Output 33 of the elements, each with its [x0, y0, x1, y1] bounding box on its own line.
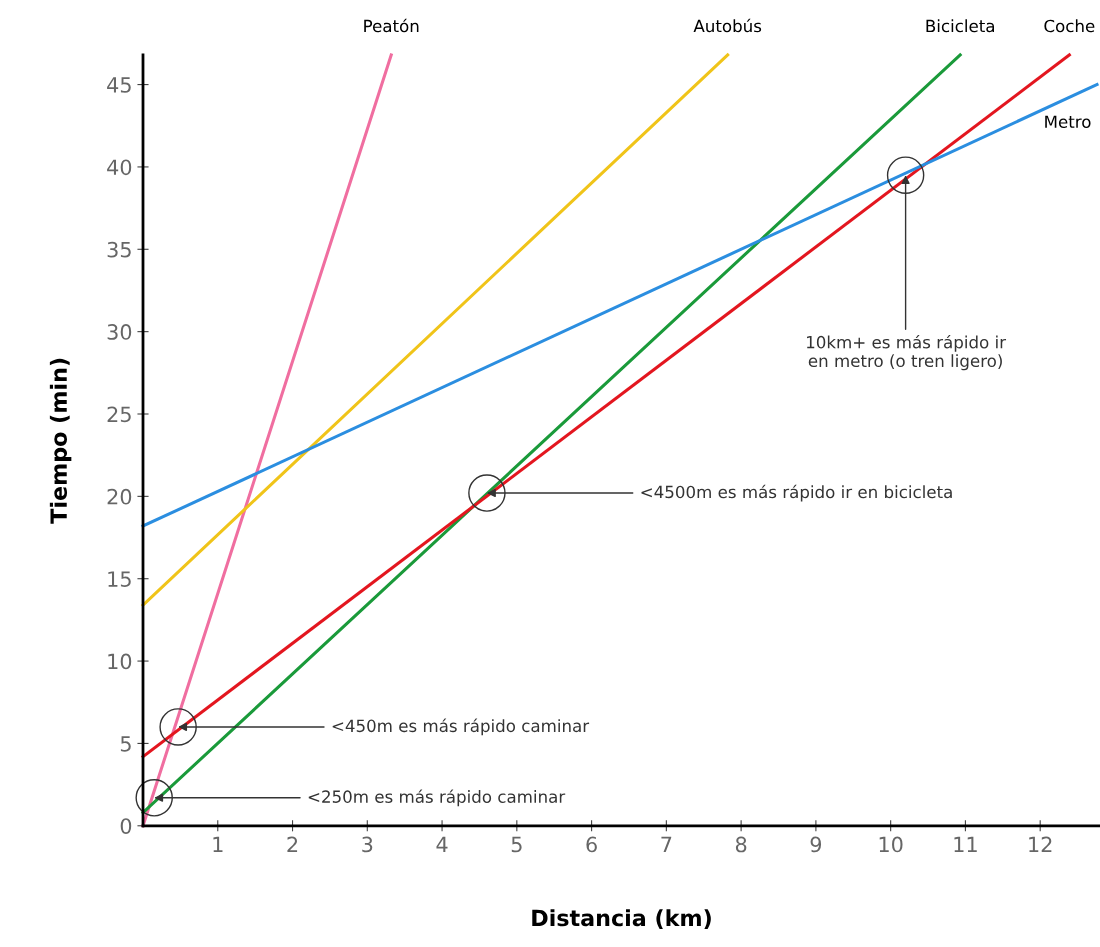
y-tick-label: 25	[107, 406, 131, 423]
series-label: Bicicleta	[926, 19, 994, 33]
y-tick-label: 35	[107, 241, 131, 258]
x-tick-label: 5	[511, 836, 522, 853]
x-axis-title: Distancia (km)	[532, 909, 711, 929]
x-tick-label: 2	[287, 836, 298, 853]
y-tick-label: 15	[108, 571, 131, 587]
y-tick-label: 10	[108, 653, 132, 670]
x-tick-label: 7	[661, 836, 672, 853]
series-label: Metro	[1045, 115, 1091, 129]
y-tick-label: 45	[107, 77, 131, 93]
y-axis-title: Tiempo (min)	[49, 358, 72, 524]
annotation: <250m es más rápido caminar	[308, 789, 566, 807]
series-label: Coche	[1044, 19, 1095, 33]
annotation: <4500m es más rápido ir en bicicleta	[641, 484, 952, 502]
y-tick-label: 40	[107, 159, 132, 176]
x-tick-label: 12	[1029, 836, 1052, 853]
series-label: Peatón	[364, 18, 419, 33]
x-tick-label: 1	[213, 836, 223, 853]
x-tick-label: 9	[810, 836, 822, 853]
annotation: <450m es más rápido caminar	[332, 718, 590, 736]
x-tick-label: 4	[436, 836, 448, 853]
x-tick-label: 3	[362, 836, 373, 853]
y-tick-label: 30	[107, 324, 132, 340]
x-tick-label: 8	[735, 836, 747, 853]
series-label: Autobús	[693, 18, 762, 33]
y-tick-label: 20	[107, 488, 132, 505]
annotation: 10km+ es más rápido ir en metro (o tren ligero)	[807, 334, 1007, 371]
x-tick-label: 11	[954, 836, 977, 853]
y-tick-label: 0	[120, 818, 132, 834]
x-tick-label: 6	[586, 836, 597, 853]
y-tick-label: 5	[120, 736, 131, 752]
x-tick-label: 10	[879, 836, 903, 853]
